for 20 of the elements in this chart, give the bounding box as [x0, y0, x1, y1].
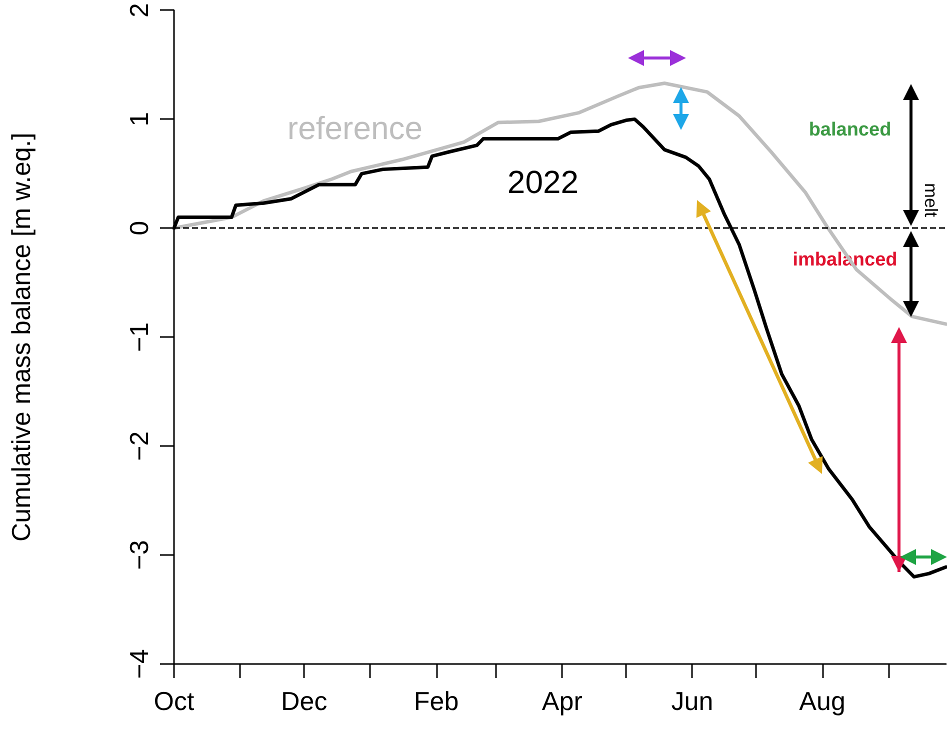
y-tick-label: −2 [124, 431, 154, 461]
annotation: imbalanced [792, 250, 898, 270]
x-tick-label: Oct [154, 686, 195, 716]
x-tick-label: Dec [280, 686, 328, 716]
annotation: balanced [808, 120, 892, 140]
y-tick-label: 0 [124, 220, 154, 236]
x-tick-label: Apr [542, 686, 583, 716]
x-tick-label: Aug [799, 686, 846, 716]
line-series [172, 81, 947, 326]
y-tick-label: 2 [124, 2, 154, 18]
y-tick-label: −3 [124, 540, 154, 570]
x-tick-label: Jun [671, 686, 714, 716]
series-label: 2022 [507, 164, 579, 200]
y-tick-label: −4 [124, 649, 154, 679]
y-axis-title: Cumulative mass balance [m w.eq.] [6, 132, 36, 542]
x-tick-label: Feb [414, 686, 459, 716]
annotation: melt [921, 182, 941, 218]
series-label: reference [287, 110, 423, 146]
y-tick-label: 1 [124, 112, 154, 126]
y-tick-label: −1 [124, 322, 154, 352]
